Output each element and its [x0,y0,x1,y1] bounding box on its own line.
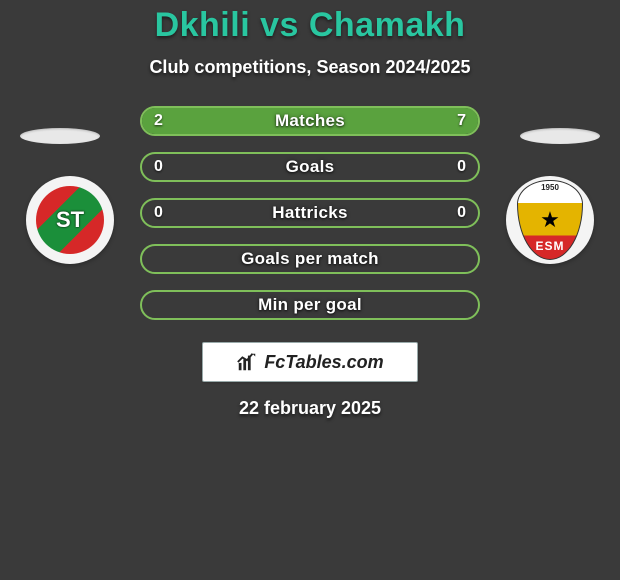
bar-value-left: 0 [154,204,163,222]
bar-label: Min per goal [258,295,362,315]
bar-value-right: 0 [457,204,466,222]
page-title: Dkhili vs Chamakh [155,6,466,45]
flag-right-placeholder [520,128,600,144]
stat-bar: 2 Matches 7 [140,106,480,136]
bar-label: Goals per match [241,249,379,269]
stat-bar: Min per goal [140,290,480,320]
crest-right-graphic: 1950 ESM [517,180,583,260]
bar-label: Hattricks [272,203,347,223]
team-crest-left [26,176,114,264]
stat-bar: Goals per match [140,244,480,274]
page-subtitle: Club competitions, Season 2024/2025 [149,57,470,78]
stat-bars: 2 Matches 7 0 Goals 0 0 Hattricks 0 Goal… [140,106,480,320]
bar-value-right: 7 [457,112,466,130]
brand-text: FcTables.com [264,352,383,373]
team-crest-right: 1950 ESM [506,176,594,264]
date-text: 22 february 2025 [239,398,381,419]
bar-value-left: 0 [154,158,163,176]
infographic-root: Dkhili vs Chamakh Club competitions, Sea… [0,0,620,580]
stat-bar: 0 Hattricks 0 [140,198,480,228]
bar-value-left: 2 [154,112,163,130]
crest-left-graphic [36,186,104,254]
chart-icon [236,351,258,373]
flag-left-placeholder [20,128,100,144]
bar-label: Goals [286,157,335,177]
stat-bar: 0 Goals 0 [140,152,480,182]
bar-fill-right [216,108,478,134]
brand-badge: FcTables.com [202,342,418,382]
crest-right-abbrev: ESM [535,239,564,253]
bar-value-right: 0 [457,158,466,176]
bar-label: Matches [275,111,345,131]
crest-right-year: 1950 [541,183,559,192]
